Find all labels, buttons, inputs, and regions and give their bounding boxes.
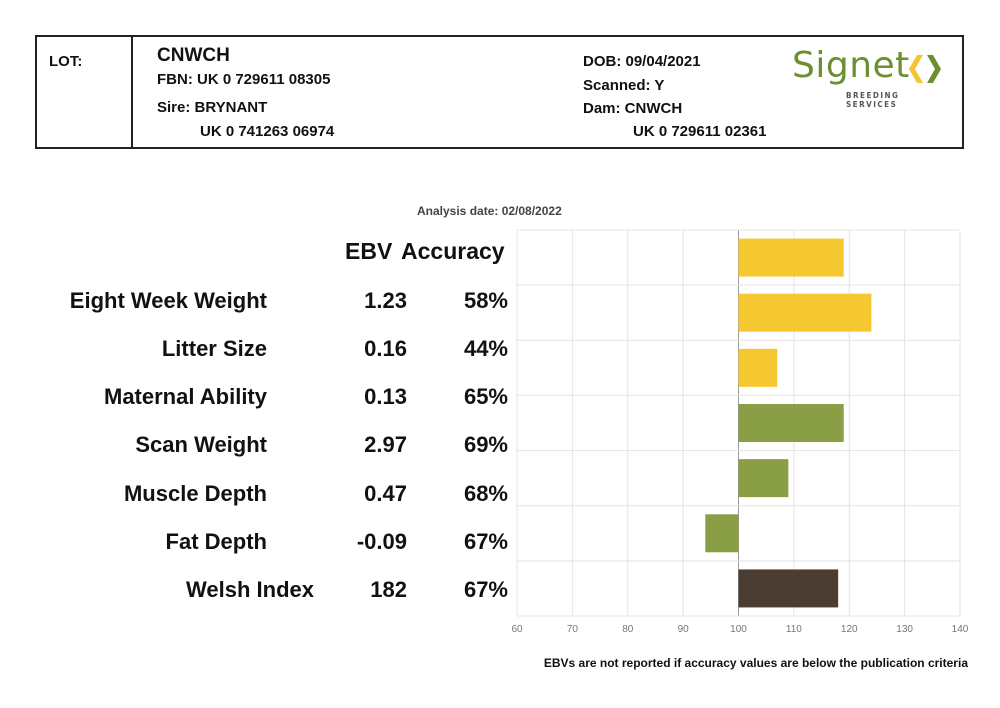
- lot-label: LOT:: [49, 53, 83, 70]
- x-tick-label: 140: [952, 624, 969, 635]
- signet-logo: Signet BREEDING SERVICES: [792, 45, 952, 109]
- x-tick-label: 100: [730, 624, 747, 635]
- dam-id: UK 0 729611 02361: [633, 123, 767, 140]
- trait-accuracy: 65%: [463, 384, 508, 409]
- trait-accuracy: 68%: [463, 481, 508, 506]
- trait-ebv: -0.09: [356, 529, 407, 554]
- trait-name: Welsh Index: [186, 577, 314, 602]
- x-tick-label: 110: [786, 624, 802, 635]
- header-divider: [131, 37, 133, 147]
- x-tick-label: 70: [567, 624, 579, 635]
- trait-ebv: 0.47: [364, 481, 407, 506]
- trait-name: Scan Weight: [135, 432, 267, 457]
- bar-scan-weight: [738, 404, 844, 442]
- logo-text: Signet: [792, 45, 910, 86]
- x-tick-label: 130: [896, 624, 913, 635]
- bar-fat-depth: [705, 514, 739, 553]
- ebv-column-header: EBV: [345, 238, 393, 264]
- bar-litter-size: [738, 293, 872, 332]
- animal-name: CNWCH: [157, 45, 230, 66]
- ebv-bar-chart: 60 70 80 90 100 110 120 130 140: [511, 229, 969, 635]
- trait-name: Eight Week Weight: [69, 288, 267, 313]
- trait-ebv: 2.97: [364, 432, 407, 457]
- x-tick-label: 60: [511, 624, 523, 635]
- bar-welsh-index: [738, 569, 839, 608]
- bar-maternal-ability: [738, 348, 778, 387]
- trait-accuracy: 44%: [463, 336, 508, 361]
- trait-accuracy: 58%: [463, 288, 508, 313]
- accuracy-column-header: Accuracy: [401, 238, 505, 264]
- trait-name: Fat Depth: [165, 529, 267, 554]
- trait-name: Maternal Ability: [104, 384, 267, 409]
- trait-accuracy: 69%: [463, 432, 508, 457]
- logo-subtext: BREEDING SERVICES: [846, 91, 900, 109]
- dob: DOB: 09/04/2021: [583, 53, 701, 70]
- animal-header: LOT: CNWCH FBN: UK 0 729611 08305 Sire: …: [35, 35, 964, 149]
- bar-muscle-depth: [738, 459, 789, 498]
- scanned: Scanned: Y: [583, 77, 665, 94]
- bar-eight-week-weight: [738, 238, 844, 277]
- trait-accuracy: 67%: [463, 577, 508, 602]
- fbn: FBN: UK 0 729611 08305: [157, 71, 331, 88]
- trait-ebv: 182: [370, 577, 407, 602]
- analysis-date: Analysis date: 02/08/2022: [417, 204, 562, 218]
- x-tick-label: 80: [622, 624, 634, 635]
- footnote: EBVs are not reported if accuracy values…: [543, 656, 968, 670]
- logo-mark-icon: [909, 55, 941, 83]
- x-tick-label: 90: [678, 624, 690, 635]
- trait-name: Litter Size: [161, 336, 267, 361]
- sire-id: UK 0 741263 06974: [200, 123, 335, 140]
- dam: Dam: CNWCH: [583, 100, 683, 117]
- trait-ebv: 1.23: [364, 288, 407, 313]
- trait-accuracy: 67%: [463, 529, 508, 554]
- sire: Sire: BRYNANT: [157, 99, 268, 116]
- trait-ebv: 0.16: [364, 336, 407, 361]
- x-tick-label: 120: [841, 624, 858, 635]
- trait-ebv: 0.13: [364, 384, 407, 409]
- trait-name: Muscle Depth: [123, 481, 267, 506]
